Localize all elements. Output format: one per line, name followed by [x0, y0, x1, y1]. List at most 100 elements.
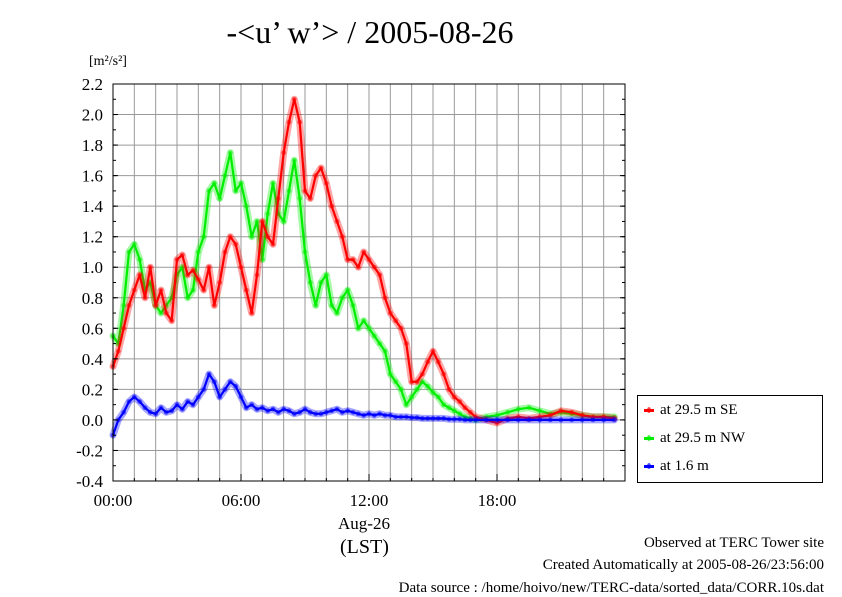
- legend-swatch-se: [644, 407, 654, 413]
- series-point-1: [323, 272, 329, 278]
- series-point-1: [249, 234, 255, 240]
- legend-label-low: at 1.6 m: [660, 458, 709, 474]
- series-point-0: [174, 257, 180, 262]
- series-point-2: [222, 387, 228, 392]
- series-point-2: [302, 406, 308, 412]
- series-point-2: [233, 383, 239, 389]
- series-point-2: [441, 416, 447, 421]
- series-point-1: [195, 249, 201, 255]
- series-point-2: [515, 417, 521, 423]
- y-unit-label: [m²/s²]: [89, 54, 127, 69]
- series-point-1: [291, 157, 297, 163]
- series-point-2: [361, 412, 367, 418]
- series-point-1: [131, 241, 137, 247]
- series-point-2: [382, 412, 388, 418]
- series-point-2: [419, 416, 425, 421]
- series-point-2: [558, 417, 564, 423]
- series-halo-2: [109, 370, 618, 439]
- series-point-2: [473, 417, 479, 423]
- series-point-0: [451, 394, 457, 400]
- series-point-2: [339, 409, 345, 415]
- series-point-1: [425, 383, 431, 389]
- series-point-2: [446, 416, 452, 422]
- series-point-0: [371, 264, 377, 270]
- series-point-0: [345, 257, 351, 262]
- series-point-1: [441, 402, 447, 408]
- x-tick-label: 12:00: [350, 491, 389, 510]
- series-point-2: [259, 405, 265, 411]
- series-point-1: [393, 379, 399, 385]
- series-point-1: [270, 180, 276, 186]
- series-point-0: [547, 412, 553, 418]
- series-point-1: [201, 234, 207, 240]
- series-point-2: [377, 411, 383, 417]
- series-point-2: [131, 394, 137, 400]
- series-point-2: [537, 417, 543, 423]
- series-point-2: [158, 405, 164, 411]
- series-point-2: [366, 411, 372, 417]
- series-point-2: [137, 399, 143, 404]
- series-point-1: [377, 341, 383, 346]
- y-tick-label: 2.0: [82, 106, 103, 125]
- x-tick-label: 00:00: [94, 491, 133, 510]
- series-point-1: [307, 280, 313, 285]
- series-point-0: [318, 165, 324, 171]
- series-point-0: [419, 371, 425, 377]
- y-tick-label: 2.2: [82, 75, 103, 94]
- series-point-1: [409, 394, 415, 400]
- series-point-0: [233, 241, 239, 247]
- series-point-2: [169, 408, 175, 414]
- series-point-2: [569, 417, 575, 423]
- series-point-1: [457, 411, 463, 417]
- series-point-1: [505, 409, 511, 415]
- series-point-2: [329, 408, 335, 414]
- series-point-0: [393, 318, 399, 324]
- series-point-0: [425, 359, 431, 365]
- series-point-0: [243, 287, 249, 293]
- series-point-2: [414, 415, 420, 420]
- series-point-2: [174, 402, 180, 408]
- series-point-0: [270, 241, 276, 247]
- series-point-2: [243, 405, 249, 411]
- legend-label-nw: at 29.5 m NW: [660, 430, 745, 446]
- y-tick-label: 0.8: [82, 289, 103, 308]
- series-point-1: [222, 173, 228, 179]
- series-point-2: [201, 387, 207, 392]
- series-point-0: [457, 399, 463, 404]
- series-point-2: [270, 406, 276, 412]
- series-point-1: [398, 387, 404, 392]
- series-point-2: [179, 406, 185, 412]
- series-point-0: [307, 196, 313, 201]
- series-point-2: [403, 414, 409, 420]
- series-point-1: [355, 325, 361, 331]
- series-point-1: [435, 394, 441, 400]
- series-point-2: [435, 416, 441, 421]
- series-point-2: [190, 402, 196, 408]
- series-point-2: [307, 409, 313, 415]
- series-point-2: [281, 406, 287, 412]
- series-point-0: [185, 272, 191, 278]
- series-point-2: [275, 409, 281, 415]
- series-point-2: [238, 394, 244, 400]
- series-point-1: [259, 257, 265, 262]
- series-point-0: [414, 379, 420, 385]
- series-point-0: [334, 219, 340, 224]
- series-point-2: [547, 417, 553, 423]
- series-point-0: [222, 249, 228, 255]
- series-point-1: [414, 387, 420, 392]
- series-point-1: [334, 310, 340, 316]
- series-point-1: [185, 295, 191, 301]
- series-point-0: [398, 325, 404, 331]
- y-tick-label: 0.2: [82, 380, 103, 399]
- series-point-2: [387, 412, 393, 418]
- y-tick-label: -0.2: [76, 441, 103, 460]
- series-point-1: [302, 249, 308, 255]
- series-point-1: [451, 408, 457, 414]
- series-point-1: [238, 180, 244, 186]
- series-point-2: [297, 409, 303, 415]
- series-point-1: [243, 203, 249, 209]
- series-point-0: [217, 280, 223, 285]
- series-point-2: [393, 414, 399, 420]
- series-point-0: [281, 150, 287, 156]
- series-point-1: [121, 303, 127, 308]
